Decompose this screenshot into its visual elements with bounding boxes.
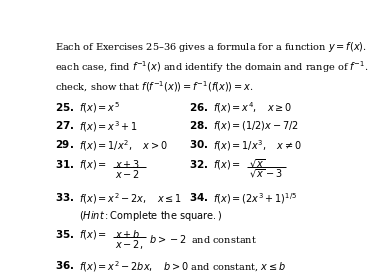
Text: $f(x) = x^2 - 2bx, \quad b > 0$ and constant, $x \leq b$: $f(x) = x^2 - 2bx, \quad b > 0$ and cons… — [79, 259, 286, 274]
Text: $f(x) = x^5$: $f(x) = x^5$ — [79, 101, 120, 115]
Text: $x - 2$: $x - 2$ — [115, 168, 140, 180]
Text: $\mathbf{31.}$: $\mathbf{31.}$ — [55, 158, 74, 170]
Text: $\sqrt{x} - 3$: $\sqrt{x} - 3$ — [249, 168, 283, 181]
Text: $f(x) = x^3 + 1$: $f(x) = x^3 + 1$ — [79, 119, 138, 134]
Text: $\mathbf{35.}$: $\mathbf{35.}$ — [55, 228, 74, 240]
Text: $b > -2\;$ and constant: $b > -2\;$ and constant — [149, 233, 257, 245]
Text: $\mathbf{36.}$: $\mathbf{36.}$ — [55, 259, 74, 271]
Text: $f(x) =$: $f(x) =$ — [79, 158, 107, 172]
Text: $(\mathit{Hint}\mathrm{: Complete\ the\ square.})$: $(\mathit{Hint}\mathrm{: Complete\ the\ … — [79, 209, 223, 223]
Text: $\mathbf{32.}$: $\mathbf{32.}$ — [189, 158, 208, 170]
Text: $f(x) = 1/x^3, \quad x \neq 0$: $f(x) = 1/x^3, \quad x \neq 0$ — [213, 138, 302, 153]
Text: $x + 3$: $x + 3$ — [115, 158, 140, 170]
Text: $f(x) = x^2 - 2x, \quad x \leq 1$: $f(x) = x^2 - 2x, \quad x \leq 1$ — [79, 191, 182, 206]
Text: $\mathbf{33.}$: $\mathbf{33.}$ — [55, 191, 74, 203]
Text: $\mathbf{28.}$: $\mathbf{28.}$ — [189, 119, 208, 131]
Text: $f(x) = 1/x^2, \quad x > 0$: $f(x) = 1/x^2, \quad x > 0$ — [79, 138, 168, 153]
Text: $f(x) =$: $f(x) =$ — [213, 158, 241, 172]
Text: $f(x) =$: $f(x) =$ — [79, 228, 107, 241]
Text: $\mathbf{30.}$: $\mathbf{30.}$ — [189, 138, 208, 150]
Text: Each of Exercises 25–36 gives a formula for a function $y = f(x)$. In: Each of Exercises 25–36 gives a formula … — [55, 40, 369, 54]
Text: $\mathbf{26.}$: $\mathbf{26.}$ — [189, 101, 208, 113]
Text: check, show that $f(f^{-1}(x)) = f^{-1}(f(x)) = x$.: check, show that $f(f^{-1}(x)) = f^{-1}(… — [55, 79, 253, 94]
Text: $x + b$: $x + b$ — [115, 228, 141, 240]
Text: $f(x) = (2x^3 + 1)^{1/5}$: $f(x) = (2x^3 + 1)^{1/5}$ — [213, 191, 297, 206]
Text: $\mathbf{29.}$: $\mathbf{29.}$ — [55, 138, 74, 150]
Text: $\mathbf{27.}$: $\mathbf{27.}$ — [55, 119, 74, 131]
Text: $\sqrt{x}$: $\sqrt{x}$ — [249, 158, 266, 170]
Text: each case, find $f^{-1}(x)$ and identify the domain and range of $f^{-1}$. As a: each case, find $f^{-1}(x)$ and identify… — [55, 60, 369, 75]
Text: $f(x) = (1/2)x - 7/2$: $f(x) = (1/2)x - 7/2$ — [213, 119, 299, 132]
Text: $x - 2,$: $x - 2,$ — [115, 238, 143, 251]
Text: $\mathbf{34.}$: $\mathbf{34.}$ — [189, 191, 208, 203]
Text: $\mathbf{25.}$: $\mathbf{25.}$ — [55, 101, 74, 113]
Text: $f(x) = x^4, \quad x \geq 0$: $f(x) = x^4, \quad x \geq 0$ — [213, 101, 293, 115]
